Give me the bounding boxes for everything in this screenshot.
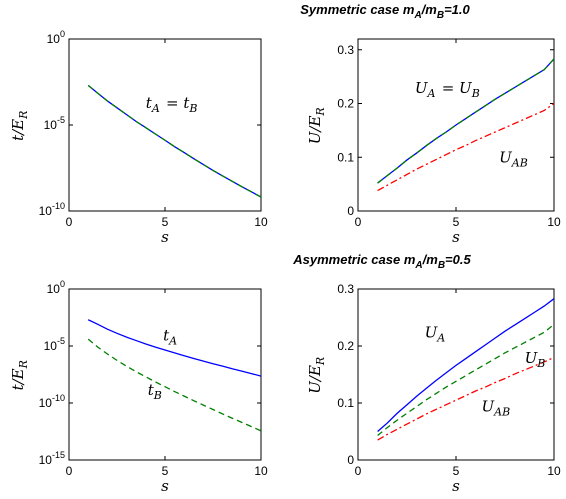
x-tick-label: 10 <box>254 215 268 229</box>
y-tick-label: 0 <box>347 453 354 467</box>
x-tick-label: 0 <box>66 215 73 229</box>
annotation-label: UAB <box>499 149 529 170</box>
y-axis-label: U/ER <box>306 106 327 144</box>
chart-bottom-right: 0 5 10 0 0.1 0.2 0.3 UA UB UAB s U/ER <box>306 282 561 495</box>
series-line-1 <box>377 298 555 432</box>
y-tick-label: 0 <box>347 204 354 218</box>
x-tick-label: 10 <box>547 215 561 229</box>
y-tick-label: 0.2 <box>337 97 354 111</box>
annotation-label: tA = tB <box>146 94 199 115</box>
series-line-2 <box>87 84 262 198</box>
series-line-2 <box>87 338 262 432</box>
x-tick-label: 0 <box>355 464 362 478</box>
series-line-1 <box>87 319 262 377</box>
y-axis-label: U/ER <box>306 355 327 393</box>
y-tick-label: 100 <box>47 29 65 46</box>
x-tick-label: 10 <box>547 464 561 478</box>
y-tick-label: 0.2 <box>337 339 354 353</box>
annotation-label: UAB <box>481 398 511 419</box>
y-tick-label: 10-5 <box>44 336 65 353</box>
y-tick-label: 0.3 <box>337 43 354 57</box>
annotation-label: tB <box>148 381 164 402</box>
series-line-1 <box>377 58 555 184</box>
x-tick-label: 0 <box>66 464 73 478</box>
x-tick-label: 5 <box>162 464 169 478</box>
y-tick-label: 10-5 <box>44 115 65 132</box>
x-tick-label: 5 <box>162 215 169 229</box>
y-tick-label: 0.3 <box>337 282 354 296</box>
y-axis-label: t/ER <box>9 359 30 391</box>
x-axis-label: s <box>161 228 169 246</box>
plot-frame <box>68 288 262 461</box>
annotation-label: UB <box>525 349 547 370</box>
annotation-label: UA <box>425 323 447 344</box>
plot-frame <box>68 38 262 212</box>
x-axis-label: s <box>452 477 460 495</box>
series-line-3 <box>377 102 555 192</box>
y-tick-label: 10-10 <box>39 201 65 218</box>
chart-top-left: 0 5 10 100 10-5 10-10 tA = tB s t/ER <box>9 29 268 246</box>
y-tick-label: 0.1 <box>337 150 354 164</box>
chart-top-right: 0 5 10 0 0.1 0.2 0.3 UA = UB UAB s U/ER <box>306 38 561 246</box>
y-tick-label: 100 <box>47 279 65 296</box>
x-tick-label: 5 <box>453 215 460 229</box>
row-title-symmetric: Symmetric case mA/mB=1.0 <box>300 2 470 21</box>
x-axis-label: s <box>161 477 169 495</box>
annotation-label: tA <box>163 327 178 348</box>
y-tick-label: 10-10 <box>39 393 65 410</box>
x-axis-label: s <box>452 228 460 246</box>
x-tick-label: 0 <box>355 215 362 229</box>
row-title-asymmetric: Asymmetric case mA/mB=0.5 <box>292 252 471 271</box>
series-line-2 <box>377 323 555 436</box>
y-tick-label: 0.1 <box>337 396 354 410</box>
y-tick-label: 10-15 <box>39 450 65 467</box>
x-tick-label: 5 <box>453 464 460 478</box>
y-axis-label: t/ER <box>9 109 30 141</box>
chart-bottom-left: 0 5 10 100 10-5 10-10 10-15 tA tB s t/ER <box>9 279 268 495</box>
x-tick-label: 10 <box>254 464 268 478</box>
annotation-label: UA = UB <box>415 79 481 100</box>
series-line-3 <box>377 356 555 441</box>
